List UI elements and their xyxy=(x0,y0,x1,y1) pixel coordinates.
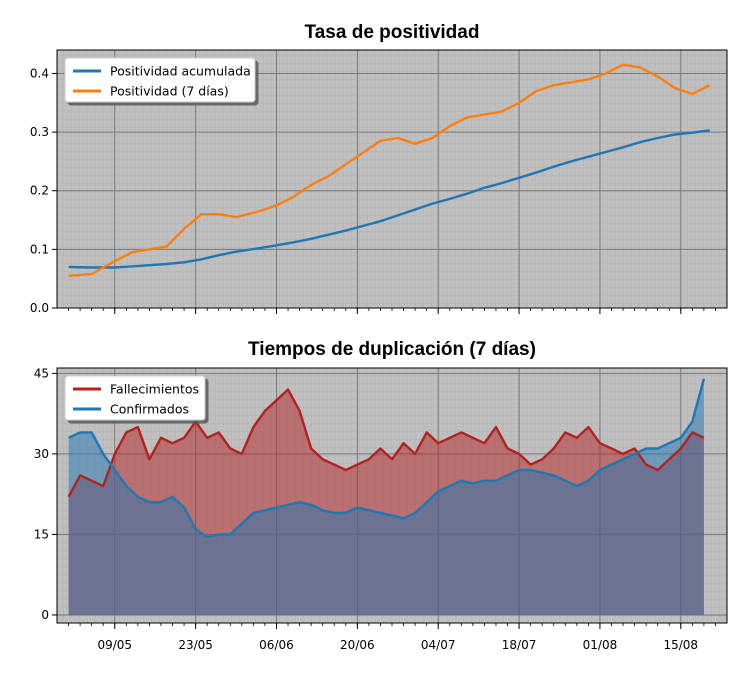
c1-legend-label-1: Positividad (7 días) xyxy=(110,84,229,99)
chart2-lines xyxy=(67,378,706,539)
c1-ytick-label: 0.3 xyxy=(30,125,49,139)
c2-ytick-label: 0 xyxy=(41,608,49,622)
c1-ytick-label: 0.0 xyxy=(30,301,49,315)
c1-ytick-label: 0.4 xyxy=(30,66,49,80)
chart2-legend: Fallecimientos Confirmados xyxy=(64,375,206,421)
chart1-x-axis xyxy=(68,308,716,314)
c2-ytick-label: 45 xyxy=(34,366,49,380)
chart2-x-axis: 09/05 23/05 06/06 20/06 04/07 18/07 01/08 15/08 xyxy=(68,623,716,652)
doubling-times-chart: Tiempos de duplicación (7 días) 0153045 … xyxy=(34,339,728,652)
c2-series-line-1 xyxy=(68,378,706,539)
c1-ytick-label: 0.1 xyxy=(30,242,49,256)
xtick-label: 01/08 xyxy=(583,638,618,652)
xtick-label: 18/07 xyxy=(502,638,537,652)
c2-series-line-0 xyxy=(67,388,705,498)
chart1-title: Tasa de positividad xyxy=(305,22,480,43)
chart1-lines xyxy=(68,63,711,277)
c2-legend-label-0: Fallecimientos xyxy=(110,382,199,397)
chart1-y-axis: 0.0 0.1 0.2 0.3 0.4 xyxy=(30,66,57,315)
xtick-label: 20/06 xyxy=(340,638,375,652)
c1-legend-box xyxy=(64,57,256,103)
c2-legend-label-1: Confirmados xyxy=(110,402,189,417)
chart2-y-axis: 0 15 30 45 xyxy=(34,366,57,622)
xtick-label: 04/07 xyxy=(421,638,456,652)
c2-ytick-label: 30 xyxy=(34,447,49,461)
chart2-title: Tiempos de duplicación (7 días) xyxy=(248,339,536,360)
chart1-legend: Positividad acumulada Positividad (7 días… xyxy=(64,57,256,103)
xtick-label: 09/05 xyxy=(97,638,132,652)
c1-series-line-0 xyxy=(68,129,710,269)
c2-ytick-label: 15 xyxy=(34,527,49,541)
xtick-label: 06/06 xyxy=(259,638,294,652)
c1-legend-label-0: Positividad acumulada xyxy=(110,64,251,79)
xtick-label: 15/08 xyxy=(663,638,698,652)
c2-area-1 xyxy=(68,378,704,615)
c1-ytick-label: 0.2 xyxy=(30,184,49,198)
c1-series-line-1 xyxy=(68,63,711,277)
positivity-chart: Tasa de positividad 0.0 0.1 0.2 0.3 0.4 Posi… xyxy=(30,22,728,315)
xtick-label: 23/05 xyxy=(178,638,213,652)
